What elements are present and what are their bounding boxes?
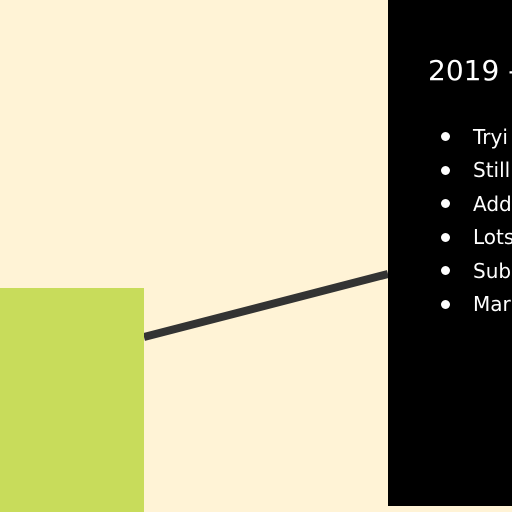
bullet-dot-icon bbox=[441, 299, 450, 309]
panel-title: 2019 - bbox=[428, 54, 512, 87]
bullet-dot-icon bbox=[441, 132, 450, 142]
bullet-item-1: Tryi bbox=[428, 120, 512, 154]
bullet-item-text: Tryi bbox=[473, 124, 508, 149]
bullet-item-5: Subr bbox=[428, 254, 512, 288]
bullet-item-text: Lots bbox=[473, 225, 512, 250]
panel-bullet-list: Tryi Still Add Lots Subr Mar bbox=[428, 120, 512, 321]
bullet-item-text: Add bbox=[473, 191, 512, 216]
bullet-dot-icon bbox=[441, 232, 450, 242]
bullet-item-text: Subr bbox=[473, 258, 512, 283]
green-timeline-box bbox=[0, 288, 144, 512]
bullet-dot-icon bbox=[441, 266, 450, 276]
bullet-dot-icon bbox=[441, 199, 450, 209]
bullet-item-text: Still bbox=[473, 158, 511, 183]
bullet-item-3: Add bbox=[428, 187, 512, 221]
bullet-item-4: Lots bbox=[428, 221, 512, 255]
connector-segment bbox=[143, 270, 389, 341]
bullet-item-2: Still bbox=[428, 154, 512, 188]
bullet-item-text: Mar bbox=[473, 292, 511, 317]
bullet-dot-icon bbox=[441, 165, 450, 175]
timeline-detail-panel: 2019 - Tryi Still Add Lots Subr bbox=[388, 0, 512, 506]
bullet-item-6: Mar bbox=[428, 288, 512, 322]
